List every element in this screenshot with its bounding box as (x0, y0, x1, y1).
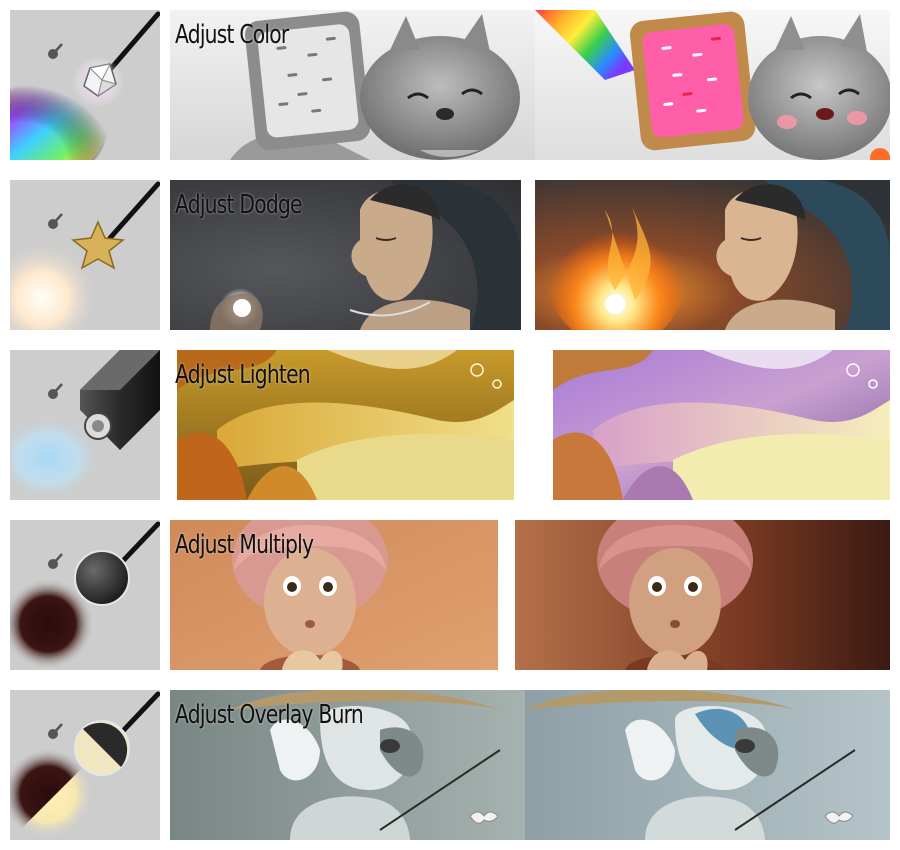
dark-and-cream-brush-stroke (10, 748, 94, 840)
adjust-dodge-label: Adjust Dodge (175, 190, 303, 220)
adjust-multiply-label: Adjust Multiply (175, 530, 314, 560)
cursor-hotspot-icon (48, 723, 63, 739)
prism-wand-icon (72, 11, 160, 108)
light-blue-spray-brush-stroke (10, 416, 100, 500)
adjust-overlay-burn-label: Adjust Overlay Burn (175, 700, 364, 730)
adjust-color-after-image (535, 10, 890, 160)
adjust-multiply-row: Adjust Multiply (0, 520, 900, 670)
cursor-hotspot-icon (48, 43, 63, 59)
star-wand-icon (71, 181, 160, 270)
adjust-color-label: Adjust Color (175, 20, 289, 50)
dark-brown-brush-stroke (10, 578, 94, 670)
adjust-lighten-row: Adjust Lighten (0, 350, 900, 500)
adjust-overlay-burn-row: Adjust Overlay Burn (0, 690, 900, 840)
glow-brush-stroke (10, 240, 100, 330)
half-disc-wand-icon (74, 691, 160, 776)
cursor-hotspot-icon (48, 383, 63, 399)
spray-can-icon (80, 350, 160, 450)
adjust-lighten-before-image (177, 350, 514, 500)
dodge-brush-tool-tile[interactable] (10, 180, 160, 330)
adjust-dodge-before-image (170, 180, 521, 330)
adjust-color-before-image (170, 10, 535, 160)
adjust-lighten-after-image (553, 350, 890, 500)
cursor-hotspot-icon (48, 553, 63, 569)
adjust-multiply-after-image (515, 520, 890, 670)
overlay-burn-brush-tool-tile[interactable] (10, 690, 160, 840)
adjust-lighten-label: Adjust Lighten (175, 360, 311, 390)
adjust-dodge-after-image (535, 180, 890, 330)
cursor-hotspot-icon (48, 213, 63, 229)
adjust-color-row: Adjust Color (0, 10, 900, 160)
adjust-dodge-row: Adjust Dodge (0, 180, 900, 330)
color-brush-tool-tile[interactable] (10, 10, 160, 160)
adjust-overlay-burn-after-image (525, 690, 890, 840)
dark-disc-wand-icon (74, 521, 160, 606)
multiply-brush-tool-tile[interactable] (10, 520, 160, 670)
lighten-brush-tool-tile[interactable] (10, 350, 160, 500)
adjust-overlay-burn-before-image (170, 690, 525, 840)
adjust-multiply-before-image (170, 520, 498, 670)
